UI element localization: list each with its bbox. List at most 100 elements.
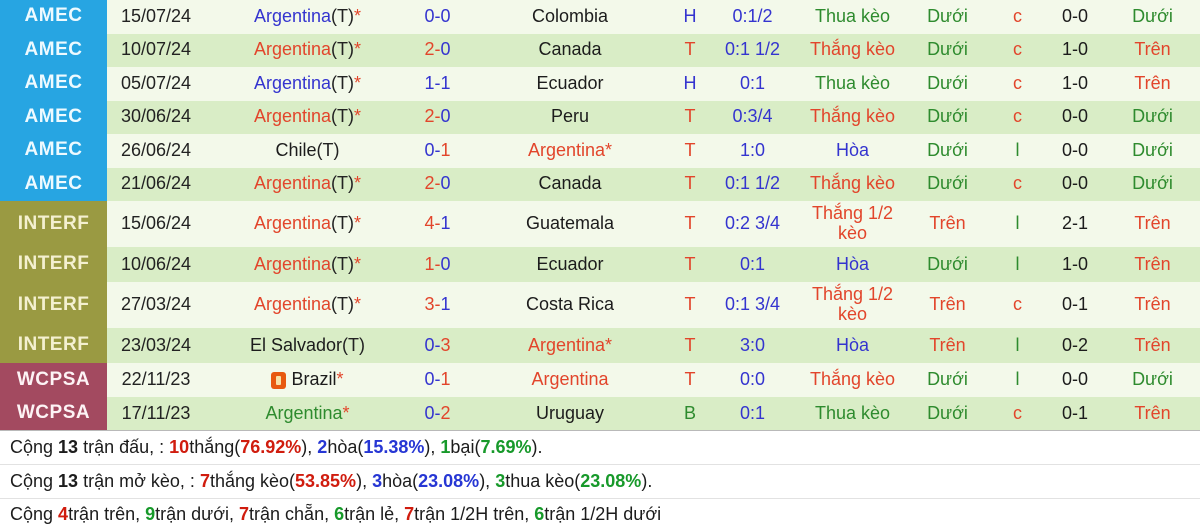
- summary-segment: 76.92%: [240, 437, 302, 458]
- match-date: 26/06/24: [120, 139, 192, 160]
- handicap-side-letter: T: [684, 39, 696, 60]
- home-team-name: Argentina: [253, 106, 332, 127]
- bet-result: Thắng 1/2 kèo: [811, 203, 894, 243]
- away-team: Peru: [465, 101, 675, 135]
- away-team: Ecuador: [465, 67, 675, 101]
- away-team-name: Guatemala: [525, 213, 615, 234]
- summary-segment: trận trên,: [68, 504, 146, 525]
- ft-score-away: 1: [440, 139, 451, 160]
- competition-badge: AMEC: [0, 33, 107, 67]
- even-odd-letter: l: [1015, 334, 1020, 355]
- home-team-suffix: (T): [331, 5, 355, 26]
- summary-segment: trận dưới,: [155, 504, 240, 525]
- ht-over-under-result: Dưới: [1132, 369, 1173, 390]
- away-team-name: Canada: [538, 173, 602, 194]
- over-under-result: Dưới: [927, 402, 968, 423]
- home-team: Argentina (T) *: [205, 67, 410, 101]
- away-team-name: Argentina: [527, 334, 606, 355]
- summary-segment: 13: [58, 437, 79, 458]
- home-team: Chile (T): [205, 134, 410, 168]
- away-team-name: Colombia: [531, 5, 609, 26]
- over-under-result: Dưới: [927, 72, 968, 93]
- home-team: Argentina (T) *: [205, 168, 410, 202]
- summary-segment: trận 1/2H dưới: [544, 504, 662, 525]
- match-row: AMEC 15/07/24 Argentina (T) * 0 - 0 Colo…: [0, 0, 1200, 34]
- away-team-name: Argentina: [531, 369, 609, 390]
- summary-segment: ),: [479, 470, 496, 491]
- score-separator: -: [434, 294, 441, 315]
- away-team: Colombia: [465, 0, 675, 34]
- odds-value: 0:1/2: [732, 5, 773, 26]
- summary-segment: hòa(: [327, 437, 364, 458]
- bet-result: Thắng kèo: [809, 39, 896, 60]
- summary-segment: 7: [239, 504, 250, 525]
- ft-score: 0 - 0: [410, 0, 465, 34]
- ht-score: 0-1: [1061, 402, 1088, 423]
- summary-segment: 1: [440, 437, 451, 458]
- home-team-suffix: (T): [316, 139, 340, 160]
- over-under-result: Dưới: [927, 139, 968, 160]
- summary-section: Cộng 13 trận đấu, : 10 thắng(76.92%), 2 hò…: [0, 430, 1200, 530]
- odds-value: 0:1: [739, 402, 766, 423]
- bet-result: Hòa: [835, 253, 870, 274]
- home-team-suffix: (T): [331, 72, 355, 93]
- home-team-suffix: (T): [331, 106, 355, 127]
- summary-segment: 13: [58, 470, 79, 491]
- summary-segment: 23.08%: [418, 470, 480, 491]
- over-under-result: Dưới: [927, 39, 968, 60]
- bet-result: Thua kèo: [814, 402, 891, 423]
- summary-segment: 3: [372, 470, 383, 491]
- ft-score: 0 - 1: [410, 134, 465, 168]
- handicap-side-letter: T: [684, 173, 696, 194]
- ft-score-home: 0: [424, 402, 435, 423]
- handicap-side-letter: T: [684, 369, 696, 390]
- match-date: 05/07/24: [120, 72, 192, 93]
- match-row: AMEC 05/07/24 Argentina (T) * 1 - 1 Ecua…: [0, 67, 1200, 101]
- match-date: 17/11/23: [121, 402, 191, 423]
- score-separator: -: [434, 106, 441, 127]
- bet-result: Thắng kèo: [809, 106, 896, 127]
- summary-segment: trận mở kèo, :: [78, 470, 200, 491]
- match-date: 15/06/24: [120, 213, 192, 234]
- ht-over-under-result: Trên: [1134, 294, 1171, 315]
- match-history-table: AMEC 15/07/24 Argentina (T) * 0 - 0 Colo…: [0, 0, 1200, 430]
- score-separator: -: [434, 139, 441, 160]
- away-team-star: *: [605, 139, 613, 160]
- odds-value: 3:0: [739, 334, 766, 355]
- bet-result: Thua kèo: [814, 5, 891, 26]
- ft-score-away: 0: [440, 253, 451, 274]
- over-under-result: Dưới: [927, 106, 968, 127]
- even-odd-letter: c: [1013, 5, 1022, 26]
- competition-badge: WCPSA: [0, 397, 107, 430]
- away-team: Guatemala: [465, 201, 675, 247]
- bet-result: Thắng kèo: [809, 173, 896, 194]
- away-team-name: Ecuador: [536, 72, 604, 93]
- competition-badge: AMEC: [0, 167, 107, 201]
- home-team: Argentina (T) *: [205, 34, 410, 68]
- home-team-name: Argentina: [253, 213, 332, 234]
- ft-score-away: 3: [440, 334, 451, 355]
- ht-score: 0-0: [1061, 369, 1088, 390]
- ht-over-under-result: Trên: [1134, 402, 1171, 423]
- competition-badge: INTERF: [0, 282, 107, 328]
- score-separator: -: [434, 402, 441, 423]
- competition-badge: WCPSA: [0, 363, 107, 397]
- ht-over-under-result: Trên: [1134, 72, 1171, 93]
- summary-line-1: Cộng 13 trận đấu, : 10 thắng(76.92%), 2 hò…: [0, 431, 1200, 464]
- ht-score: 2-1: [1061, 213, 1088, 234]
- home-team: Argentina (T) *: [205, 101, 410, 135]
- away-team: Uruguay: [465, 397, 675, 430]
- summary-segment: thua kèo(: [505, 470, 581, 491]
- home-team-star: *: [354, 173, 362, 194]
- home-team-suffix: (T): [331, 294, 355, 315]
- ft-score-home: 0: [424, 139, 435, 160]
- home-team-suffix: (T): [331, 39, 355, 60]
- home-team-name: Argentina: [253, 294, 332, 315]
- home-team-star: *: [354, 5, 362, 26]
- ht-over-under-result: Trên: [1134, 334, 1171, 355]
- summary-line-3: Cộng 4 trận trên, 9 trận dưới, 7 trận chẵn,…: [0, 497, 1200, 530]
- match-row: AMEC 30/06/24 Argentina (T) * 2 - 0 Peru…: [0, 100, 1200, 135]
- away-team: Argentina *: [465, 134, 675, 168]
- bet-result: Thua kèo: [814, 72, 891, 93]
